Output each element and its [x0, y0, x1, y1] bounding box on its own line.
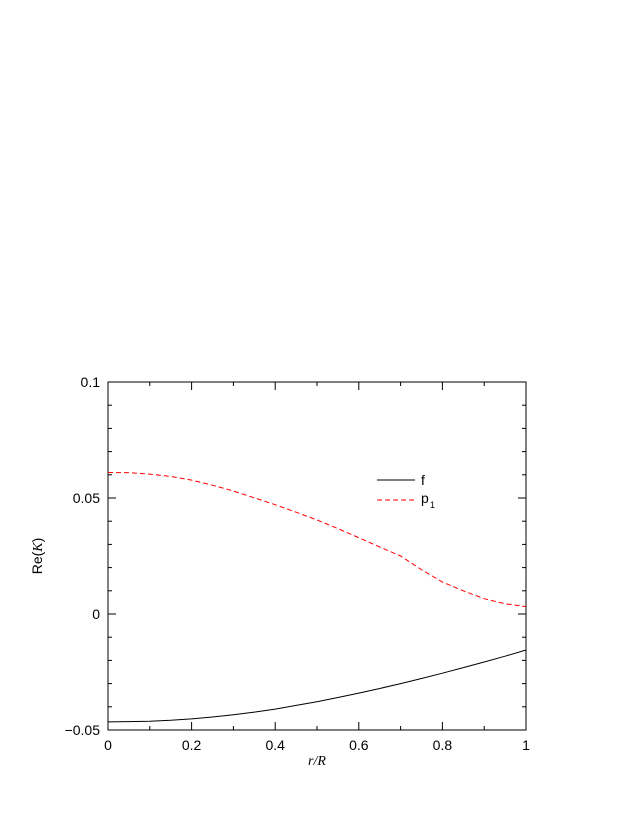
series-line-p1	[107, 472, 527, 608]
y-tick-label: 0.05	[73, 490, 100, 506]
plot-frame	[107, 381, 527, 731]
x-tick-label: 0.2	[182, 737, 202, 753]
y-tick-label: 0	[92, 606, 100, 622]
y-axis-title-prefix: Re(	[29, 551, 45, 574]
series-layer	[107, 472, 527, 723]
x-tick-label: 1	[522, 737, 530, 753]
series-line-f	[107, 649, 527, 723]
legend: f p 1	[377, 472, 435, 510]
x-tick-label: 0.6	[349, 737, 369, 753]
legend-label-p1: p	[421, 490, 429, 506]
y-tick-label: 0.1	[81, 374, 101, 390]
y-axis-title: Re(K)	[29, 538, 46, 575]
x-tick-label: 0.8	[433, 737, 453, 753]
y-tick-label: −0.05	[65, 722, 101, 738]
legend-label-p1-subscript: 1	[430, 500, 435, 510]
x-tick-label: 0.4	[265, 737, 285, 753]
y-axis-title-var: K	[31, 542, 46, 553]
y-axis-title-suffix: )	[29, 538, 45, 543]
legend-label-f: f	[421, 472, 425, 488]
x-tick-label: 0	[104, 737, 112, 753]
x-axis-title: r/R	[308, 754, 326, 769]
